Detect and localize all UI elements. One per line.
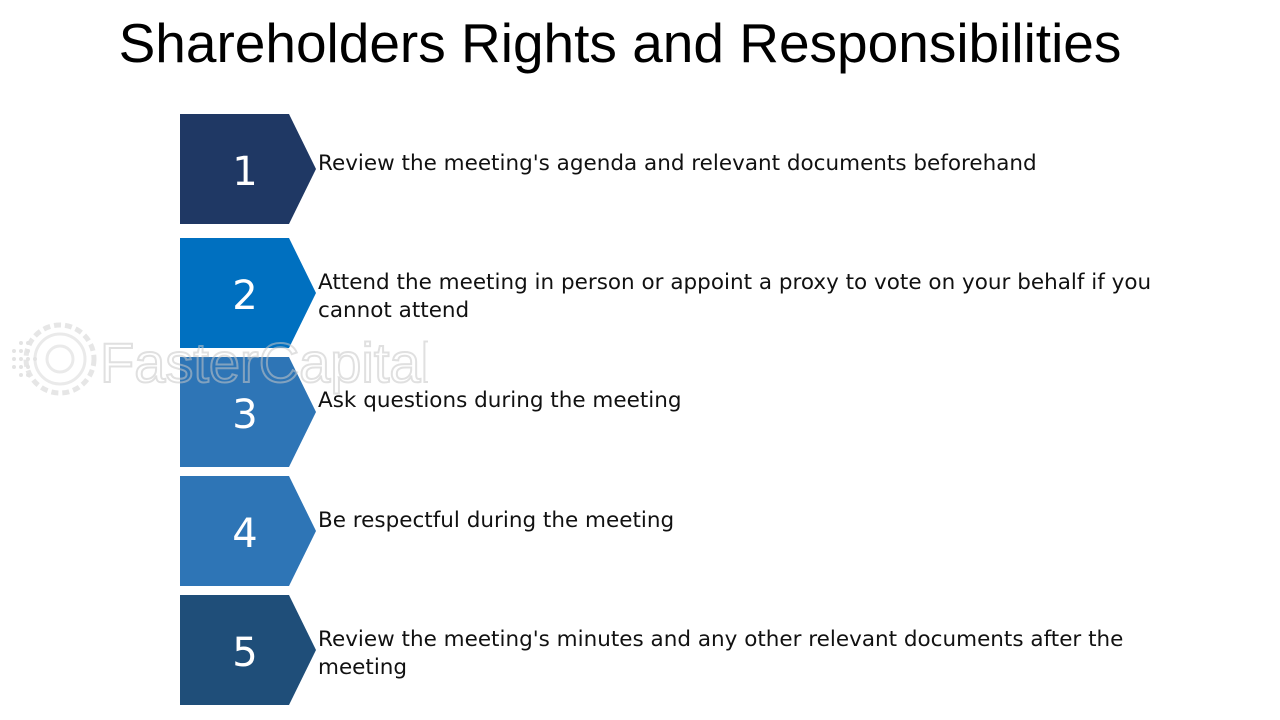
- step-1-chevron: [180, 114, 316, 224]
- step-4-text: Be respectful during the meeting: [318, 508, 675, 533]
- step-4-number: 4: [232, 511, 258, 557]
- gear-dots-logo-icon: [12, 322, 97, 396]
- step-1-number: 1: [232, 149, 258, 195]
- step-3-number: 3: [232, 392, 258, 438]
- step-5-text: Review the meeting's minutes and any oth…: [318, 627, 1124, 680]
- step-2: 2 Attend the meeting in person or appoin…: [180, 238, 1240, 348]
- fastercapital-watermark: FasterCapital: [12, 322, 428, 396]
- step-1: 1 Review the meeting's agenda and releva…: [180, 114, 1240, 224]
- watermark-text: FasterCapital: [100, 331, 428, 394]
- step-1-text: Review the meeting's agenda and relevant…: [318, 151, 1037, 176]
- step-2-number: 2: [232, 273, 258, 319]
- step-2-chevron: [180, 238, 316, 348]
- step-5-chevron: [180, 595, 316, 705]
- step-5: 5 Review the meeting's minutes and any o…: [180, 595, 1240, 705]
- step-2-text: Attend the meeting in person or appoint …: [318, 270, 1152, 323]
- step-4: 4 Be respectful during the meeting: [180, 476, 1240, 586]
- step-3: 3 Ask questions during the meeting: [180, 357, 1240, 467]
- step-4-chevron: [180, 476, 316, 586]
- page-title: Shareholders Rights and Responsibilities: [118, 12, 1122, 74]
- step-3-chevron: [180, 357, 316, 467]
- step-5-number: 5: [232, 630, 258, 676]
- step-3-text: Ask questions during the meeting: [318, 388, 682, 413]
